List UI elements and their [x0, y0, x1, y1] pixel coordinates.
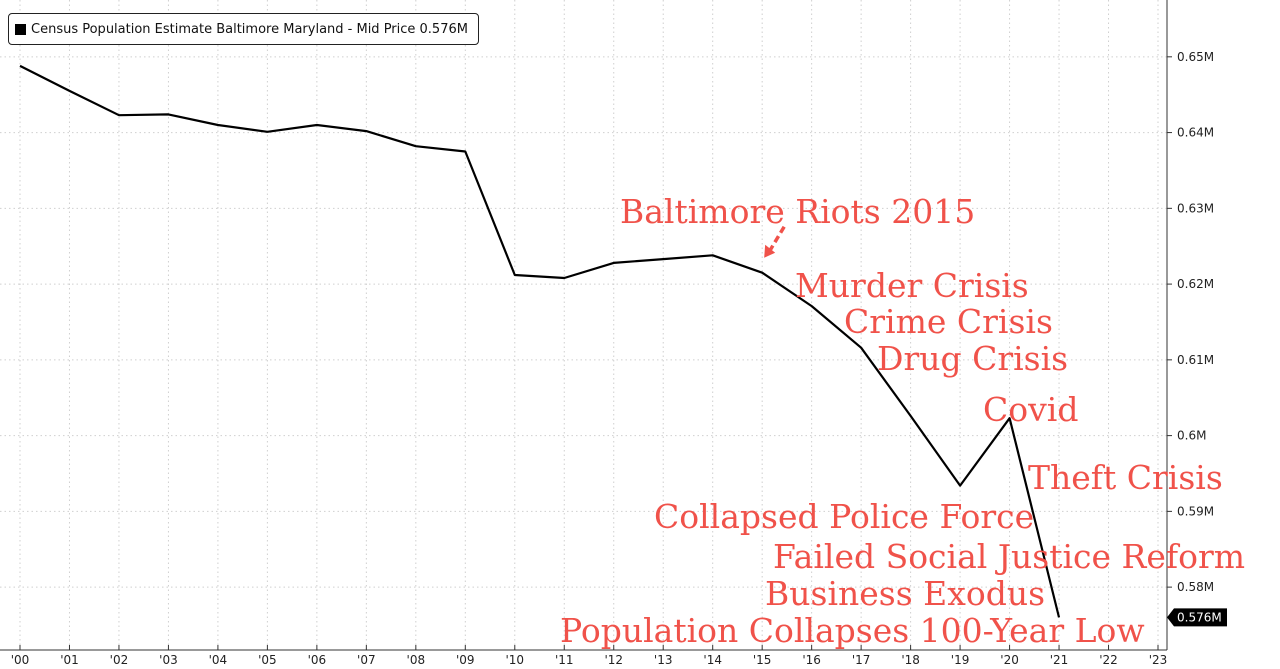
y-tick-label: 0.63M: [1177, 201, 1214, 215]
x-tick-label: '17: [852, 653, 871, 667]
series-points: [19, 65, 1060, 618]
x-tick-label: '07: [357, 653, 376, 667]
last-value-tag: 0.576M: [1167, 608, 1227, 627]
x-tick-label: '11: [555, 653, 574, 667]
x-tick-label: '03: [159, 653, 178, 667]
x-axis-ticks: '00 '01 '02 '03 '04 '05 '06 '07 '08 '09 '10 '11 '12 '…: [0, 645, 1167, 667]
y-tick-label: 0.65M: [1177, 50, 1214, 64]
x-tick-label: '21: [1050, 653, 1069, 667]
x-tick-label: '08: [407, 653, 426, 667]
x-tick-label: '12: [604, 653, 623, 667]
y-tick-label: 0.58M: [1177, 580, 1214, 594]
x-tick-label: '14: [703, 653, 722, 667]
annotation-collapsed-police: Collapsed Police Force: [654, 497, 1034, 536]
last-value-tag-bg: [1167, 608, 1227, 627]
x-tick-label: '23: [1149, 653, 1168, 667]
x-tick-label: '20: [1000, 653, 1019, 667]
annotation-failed-reform: Failed Social Justice Reform: [773, 537, 1245, 576]
x-tick-label: '18: [901, 653, 920, 667]
x-tick-label: '09: [456, 653, 475, 667]
x-tick-label: '00: [11, 653, 30, 667]
annotation-crime-crisis: Crime Crisis: [844, 302, 1053, 341]
annotation-business-exodus: Business Exodus: [765, 574, 1045, 613]
y-axis-ticks: 0.58M 0.59M 0.6M 0.61M 0.62M 0.63M 0.64M 0.65M: [1167, 50, 1214, 594]
annotation-covid: Covid: [983, 390, 1078, 429]
y-tick-label: 0.59M: [1177, 504, 1214, 518]
x-tick-label: '06: [308, 653, 327, 667]
annotations: Baltimore Riots 2015 Murder Crisis Crime…: [560, 192, 1245, 650]
legend-label: Census Population Estimate Baltimore Mar…: [31, 21, 468, 37]
y-tick-label: 0.6M: [1177, 429, 1206, 443]
annotation-drug-crisis: Drug Crisis: [877, 339, 1068, 378]
annotation-murder-crisis: Murder Crisis: [795, 266, 1029, 305]
x-tick-label: '13: [654, 653, 673, 667]
x-tick-label: '05: [258, 653, 277, 667]
annotation-baltimore-riots: Baltimore Riots 2015: [620, 192, 975, 231]
arrow-head: [764, 244, 776, 258]
x-tick-label: '22: [1099, 653, 1118, 667]
x-tick-label: '04: [209, 653, 228, 667]
y-tick-label: 0.61M: [1177, 353, 1214, 367]
legend-swatch: [15, 23, 26, 35]
x-tick-label: '02: [110, 653, 129, 667]
series-line: [19, 64, 1061, 618]
x-tick-label: '19: [951, 653, 970, 667]
annotation-theft-crisis: Theft Crisis: [1028, 458, 1223, 497]
legend[interactable]: Census Population Estimate Baltimore Mar…: [8, 13, 479, 45]
last-value-tag-label: 0.576M: [1177, 610, 1222, 624]
x-tick-label: '10: [505, 653, 524, 667]
x-tick-label: '15: [753, 653, 772, 667]
y-tick-label: 0.62M: [1177, 277, 1214, 291]
annotation-population-collapses: Population Collapses 100-Year Low: [560, 611, 1145, 650]
arrow-shaft: [767, 225, 786, 253]
gridlines: [0, 0, 1167, 650]
x-tick-label: '16: [802, 653, 821, 667]
annotation-arrow: [764, 225, 786, 258]
x-tick-label: '01: [60, 653, 79, 667]
y-tick-label: 0.64M: [1177, 126, 1214, 140]
